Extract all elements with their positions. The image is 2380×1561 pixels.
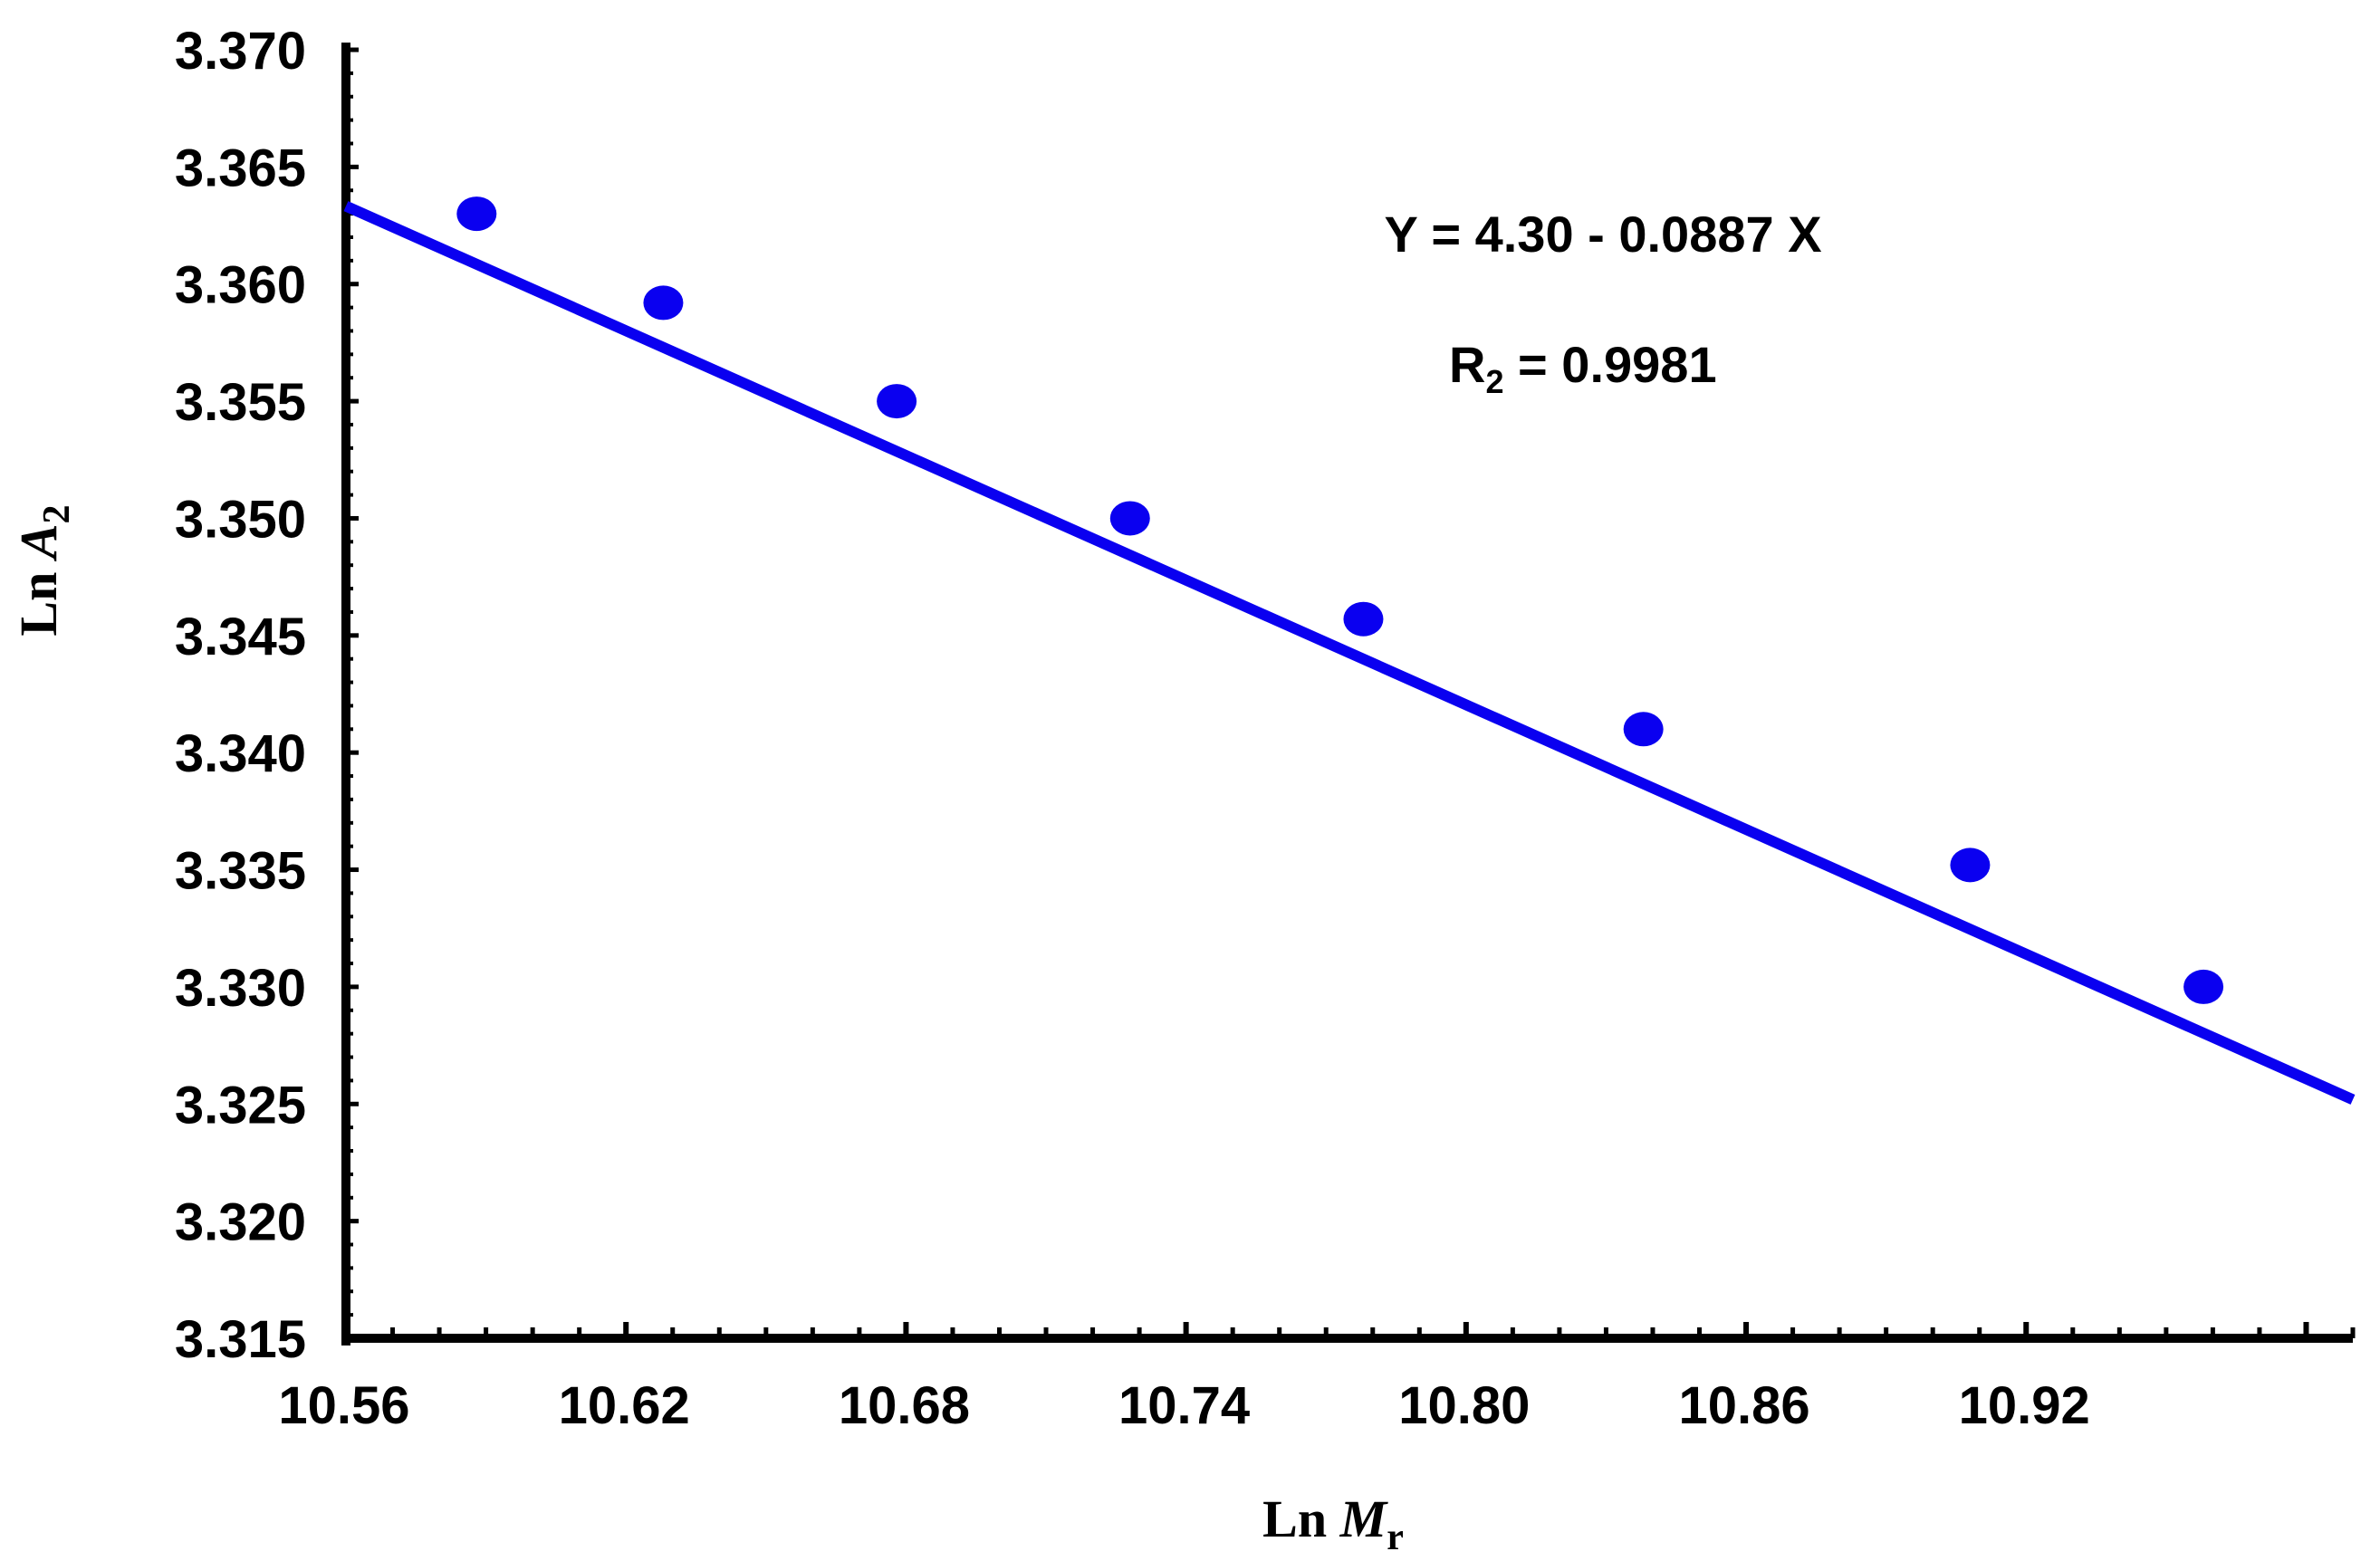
x-tick-label: 10.74: [1118, 1376, 1250, 1435]
data-points: [456, 196, 2224, 1004]
y-tick-label: 3.340: [175, 724, 306, 783]
y-tick-label: 3.325: [175, 1076, 306, 1135]
x-tick-labels: 10.56 10.62 10.68 10.74 10.80 10.86 10.92: [278, 1376, 2089, 1435]
y-tick-label: 3.330: [175, 959, 306, 1018]
r2-value: = 0.9981: [1503, 336, 1716, 393]
data-point: [1343, 601, 1384, 637]
y-tick-label: 3.370: [175, 22, 306, 81]
x-tick-label: 10.86: [1678, 1376, 1809, 1435]
data-point: [643, 285, 684, 321]
y-tick-labels: 3.315 3.320 3.325 3.330 3.335 3.340 3.345 3.350…: [175, 22, 306, 1369]
y-tick-label: 3.315: [175, 1310, 306, 1369]
data-point: [1950, 848, 1991, 883]
data-point: [2183, 969, 2224, 1004]
x-tick-label: 10.80: [1398, 1376, 1530, 1435]
y-tick-label: 3.335: [175, 842, 306, 901]
y-axis-title: Ln A2: [9, 504, 78, 636]
y-tick-label: 3.350: [175, 490, 306, 549]
y-tick-label: 3.345: [175, 608, 306, 666]
equation-annotation: Y = 4.30 - 0.0887 X: [1384, 206, 1821, 263]
data-point: [877, 384, 917, 419]
r2-prefix: R: [1449, 336, 1485, 393]
fit-line-group: [343, 201, 2356, 1105]
data-point: [1623, 712, 1664, 747]
x-tick-label: 10.62: [559, 1376, 690, 1435]
x-tick-label: 10.68: [839, 1376, 970, 1435]
x-tick-label: 10.92: [1959, 1376, 2090, 1435]
data-point: [456, 196, 497, 232]
x-tick-label: 10.56: [278, 1376, 409, 1435]
axes: [341, 43, 2356, 1346]
r2-subscript: 2: [1485, 363, 1503, 400]
y-tick-label: 3.320: [175, 1193, 306, 1252]
y-tick-label: 3.365: [175, 139, 306, 197]
y-tick-label: 3.360: [175, 256, 306, 315]
data-point: [1109, 501, 1150, 536]
fit-line: [343, 201, 2356, 1105]
r2-annotation: R2 = 0.9981: [1449, 336, 1717, 400]
y-tick-label: 3.355: [175, 373, 306, 432]
x-axis-title: Ln Mr: [1262, 1489, 1404, 1558]
